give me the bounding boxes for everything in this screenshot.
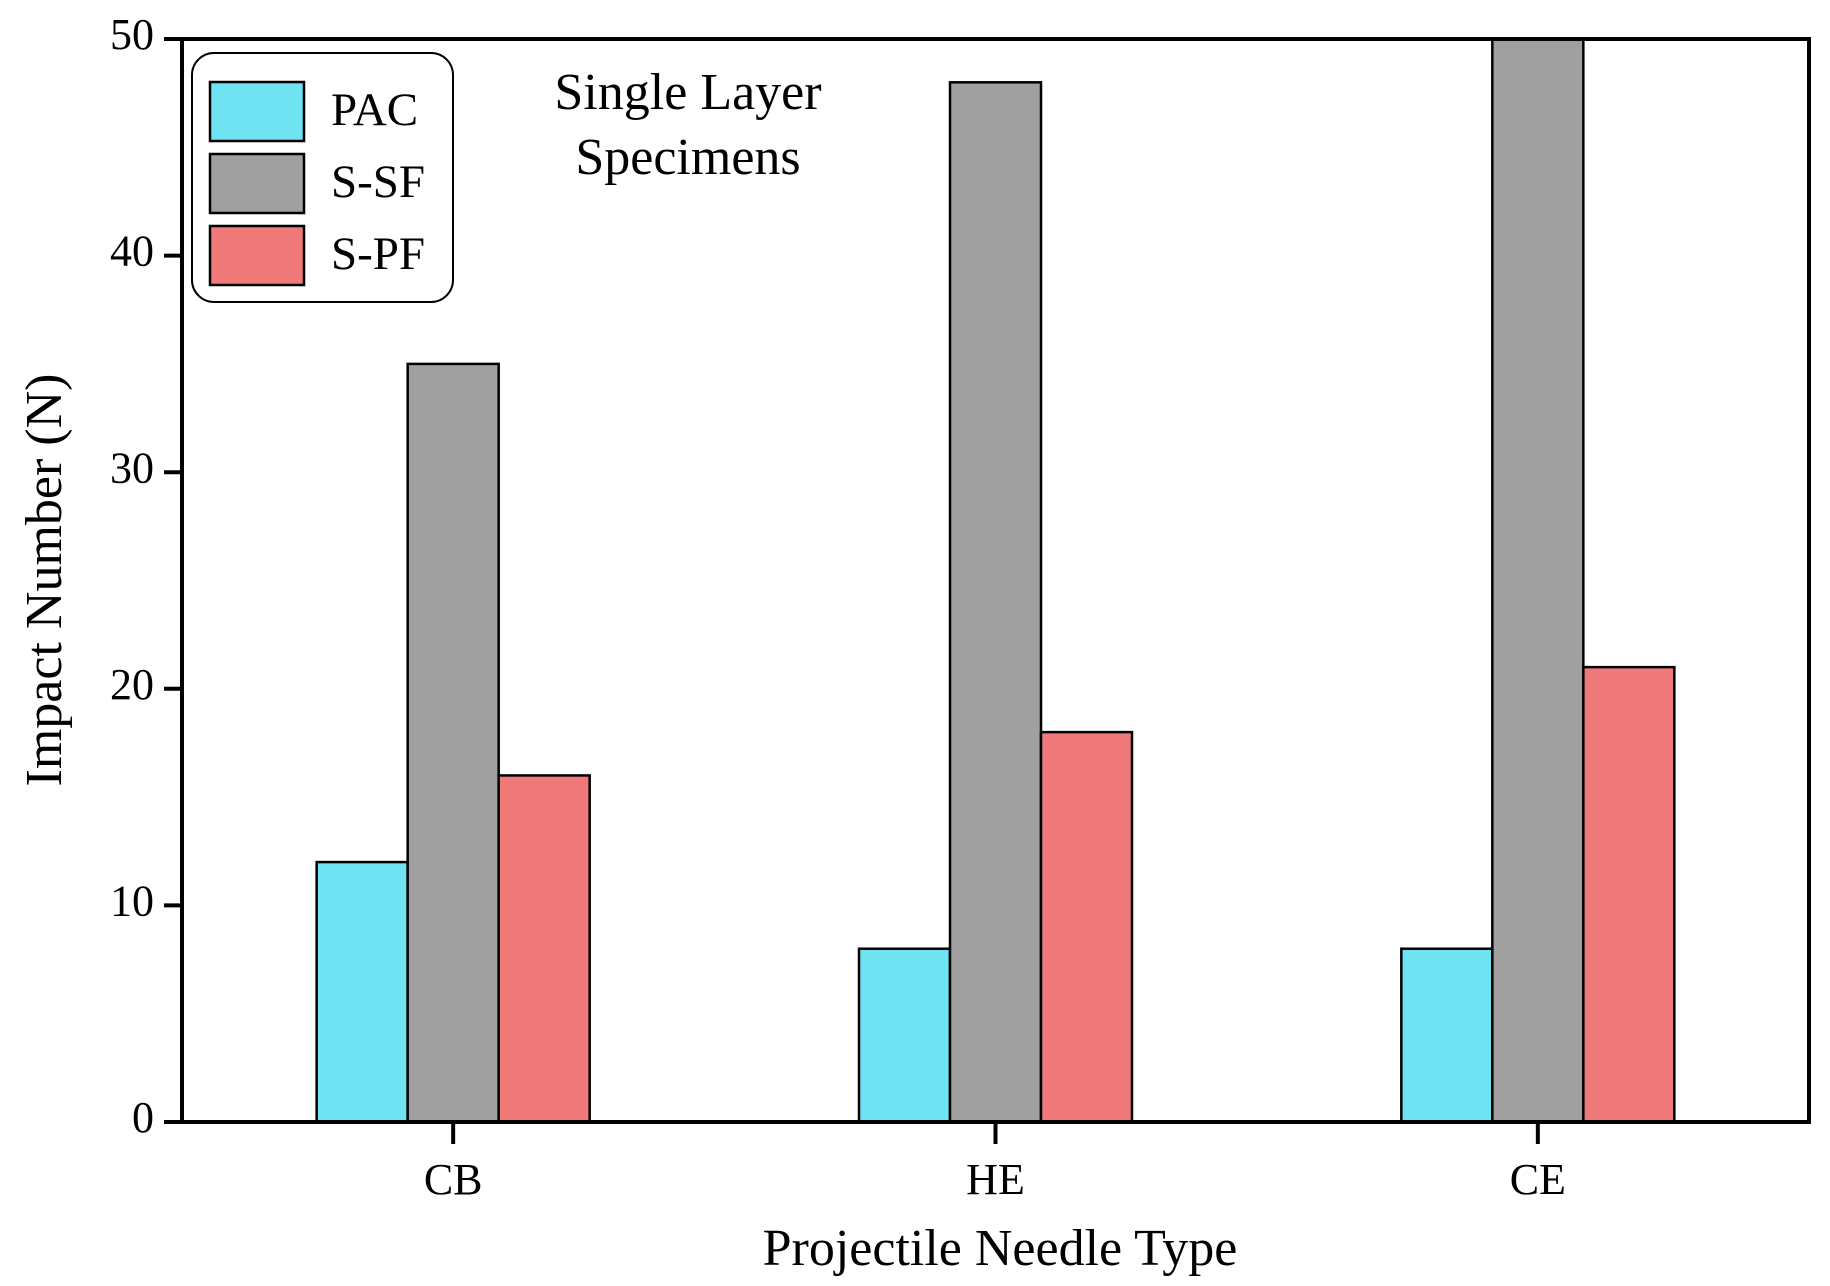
x-tick-label: CE [1510,1155,1566,1204]
bar [948,81,1043,1124]
x-tick-label: CB [424,1155,483,1204]
legend-swatch [208,152,306,215]
bar [1582,665,1676,1124]
bar [1491,37,1585,1124]
annotation: Single Layer [554,64,821,121]
legend-label: PAC [331,84,418,136]
y-tick-label: 40 [110,227,154,276]
bar [497,774,591,1124]
legend-label: S-SF [331,156,425,208]
legend-swatch [208,80,306,143]
y-axis-title: Impact Number (N) [16,374,73,787]
y-tick-label: 30 [110,443,154,492]
bar [406,362,500,1124]
x-axis-title: Projectile Needle Type [763,1220,1238,1277]
y-tick-label: 50 [110,10,154,59]
y-tick-label: 0 [132,1093,154,1142]
bar [1400,947,1494,1124]
y-tick-label: 10 [110,876,154,925]
legend-swatch [208,224,306,287]
plot-frame [180,37,1811,1124]
y-tick-label: 20 [110,660,154,709]
x-tick-label: HE [966,1155,1025,1204]
bar [857,947,952,1124]
bar [1039,730,1134,1124]
bar [315,860,409,1124]
annotation: Specimens [575,129,800,186]
legend-label: S-PF [331,228,425,280]
